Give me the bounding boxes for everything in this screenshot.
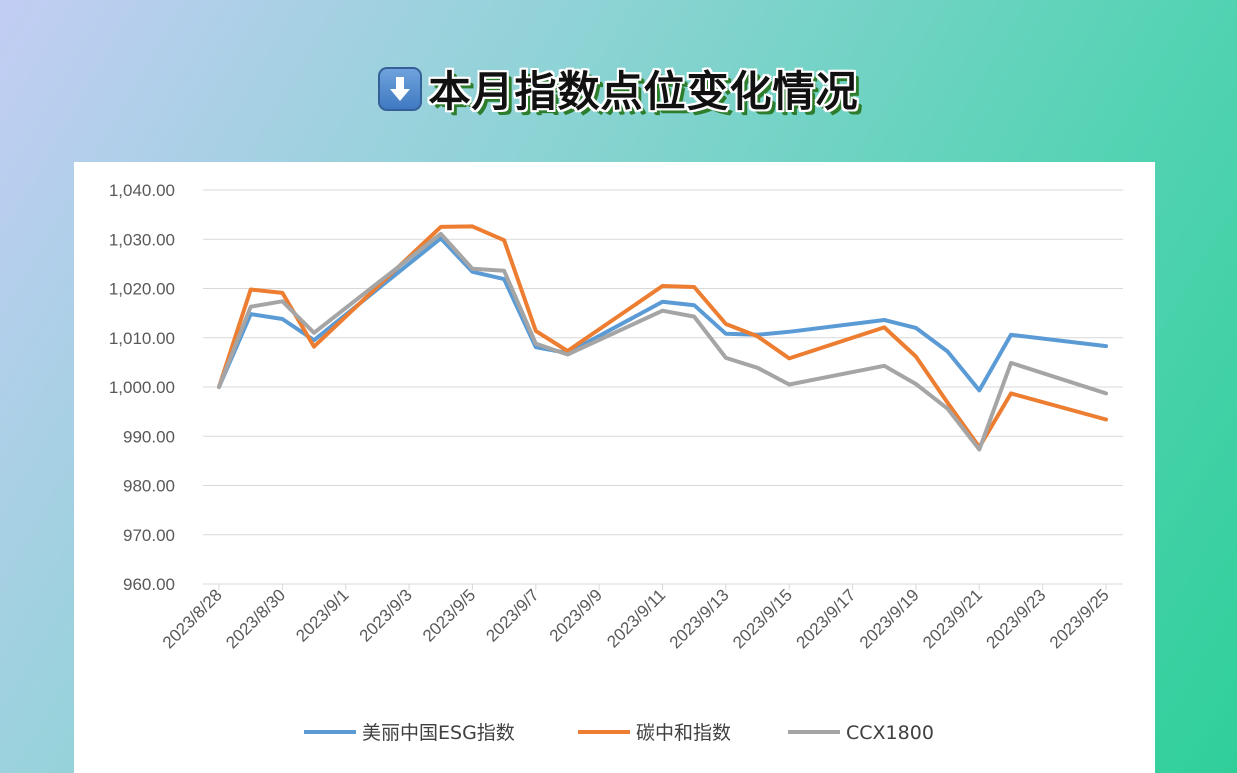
series-line <box>217 224 1108 450</box>
x-tick-label: 2023/9/9 <box>546 585 606 645</box>
x-tick-label: 2023/9/13 <box>666 585 733 652</box>
heading-row: 本月指数点位变化情况 <box>0 58 1237 119</box>
page-heading: 本月指数点位变化情况 <box>378 58 858 119</box>
x-tick-label: 2023/8/30 <box>222 585 289 652</box>
x-tick-label: 2023/9/3 <box>356 585 416 645</box>
chart-card: 960.00 970.00 980.00 990.00 1,000.00 1,010.00… <box>74 162 1155 773</box>
x-tick-label: 2023/9/5 <box>419 585 479 645</box>
line-chart: 960.00 970.00 980.00 990.00 1,000.00 1,010.00… <box>109 181 1123 744</box>
cropped-top-banner <box>20 0 700 10</box>
x-tick-label: 2023/9/21 <box>919 585 986 652</box>
x-tick-label: 2023/9/19 <box>856 585 923 652</box>
down-arrow-icon <box>378 66 423 111</box>
x-tick-label: 2023/9/15 <box>729 585 796 652</box>
y-tick-label: 980.00 <box>123 477 175 496</box>
x-tick-label: 2023/9/7 <box>482 585 542 645</box>
x-tick-label: 2023/9/17 <box>792 585 859 652</box>
x-tick-label: 2023/9/23 <box>983 585 1050 652</box>
legend-label: CCX1800 <box>846 722 934 744</box>
series-line <box>217 236 1108 393</box>
y-tick-label: 1,000.00 <box>109 378 175 397</box>
series-line <box>217 231 1108 452</box>
page-title: 本月指数点位变化情况 <box>428 67 859 116</box>
y-tick-label: 1,010.00 <box>109 329 175 348</box>
x-tick-label: 2023/9/1 <box>292 585 352 645</box>
y-tick-label: 1,040.00 <box>109 181 175 200</box>
y-tick-label: 1,030.00 <box>109 230 175 249</box>
y-tick-label: 970.00 <box>123 526 175 545</box>
legend-label: 美丽中国ESG指数 <box>362 722 515 744</box>
y-tick-label: 990.00 <box>123 427 175 446</box>
x-tick-label: 2023/9/25 <box>1046 585 1113 652</box>
y-tick-label: 960.00 <box>123 575 175 594</box>
legend-label: 碳中和指数 <box>636 722 731 744</box>
x-tick-label: 2023/9/11 <box>603 585 669 651</box>
y-tick-label: 1,020.00 <box>109 280 175 299</box>
x-tick-label: 2023/8/28 <box>159 585 226 652</box>
